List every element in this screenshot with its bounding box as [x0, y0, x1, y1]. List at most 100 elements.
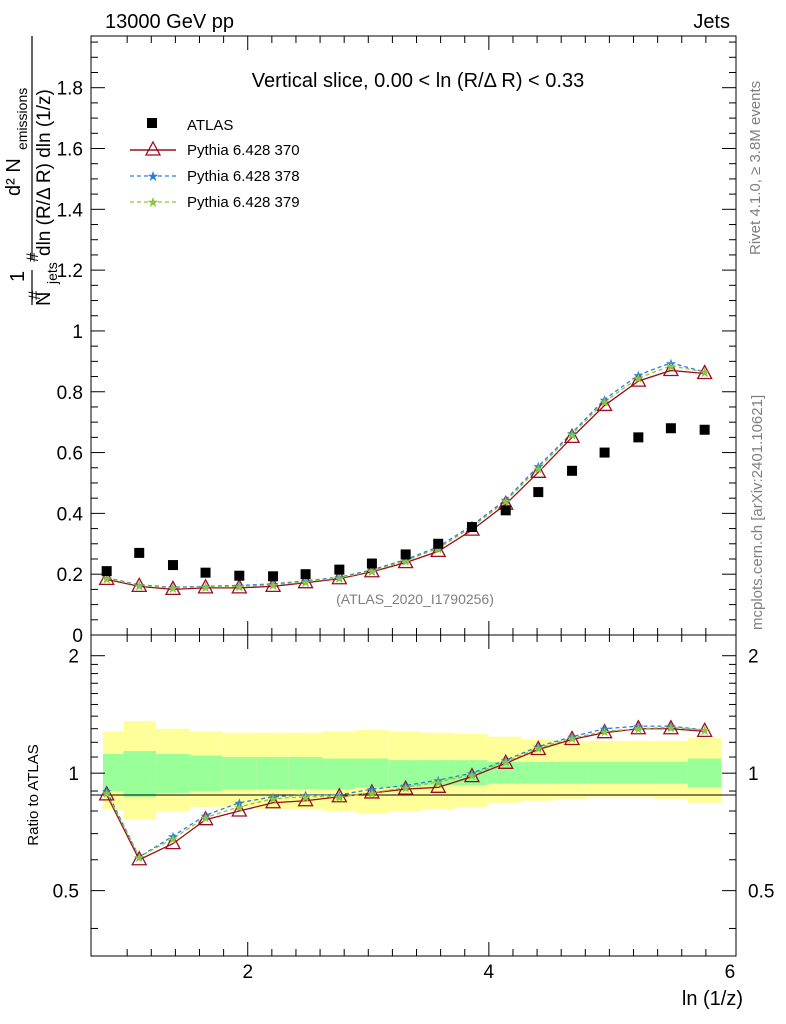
- legend-label-378: Pythia 6.428 378: [187, 168, 300, 185]
- main-point-star-green: ★: [599, 394, 611, 409]
- main-point-star-green: ★: [366, 564, 378, 579]
- main-point-triangle: [563, 427, 581, 444]
- main-series-line-star-green: [106, 365, 705, 589]
- main-point-atlas: [500, 505, 511, 516]
- ratio-point-star-blue: ★: [633, 719, 645, 734]
- ratio-point-star-blue: ★: [665, 719, 677, 734]
- ratio-point-star-blue: ★: [699, 723, 711, 738]
- main-point-star-blue: ★: [532, 459, 544, 474]
- ylabel-hash-1: #: [25, 290, 44, 300]
- main-point-triangle: [231, 578, 248, 594]
- main-point-star-green: ★: [432, 541, 444, 556]
- main-point-triangle: [98, 569, 115, 586]
- main-plot-panel: ★★★★★★★★★★★★★★★★★★★★★★★★★★★★★★★★★★★★★★ 0…: [3, 35, 737, 647]
- xtick-label: 6: [725, 962, 736, 983]
- ratio-point-star-green: ★: [466, 768, 478, 783]
- ylabel-numerator: d² N: [3, 158, 25, 196]
- main-point-triangle: [596, 396, 613, 412]
- legend-marker-370: [144, 140, 162, 156]
- ratio-point-triangle: [696, 721, 713, 737]
- main-point-star-blue: ★: [267, 577, 279, 592]
- ratio-ytick-label-right: 2: [748, 647, 759, 668]
- ratio-point-star-blue: ★: [101, 784, 113, 799]
- ratio-point-star-green: ★: [665, 720, 677, 735]
- main-point-triangle: [530, 462, 547, 478]
- ratio-point-triangle: [662, 719, 679, 735]
- ratio-point-triangle: [98, 785, 115, 801]
- ratio-point-triangle: [430, 777, 447, 793]
- ratio-y-axis-label: Ratio to ATLAS: [25, 744, 42, 845]
- ratio-ytick-label-left: 1: [68, 764, 79, 785]
- main-point-atlas: [167, 560, 178, 571]
- legend-marker-378: ★: [147, 168, 160, 184]
- main-point-star-blue: ★: [599, 392, 611, 407]
- main-ytick-label: 0.6: [57, 444, 83, 465]
- ratio-point-star-blue: ★: [532, 740, 544, 755]
- main-point-star-green: ★: [233, 579, 245, 594]
- main-point-star-blue: ★: [101, 571, 113, 586]
- main-point-star-blue: ★: [633, 368, 645, 383]
- ratio-point-star-green: ★: [599, 724, 611, 739]
- ratio-point-triangle: [397, 779, 414, 795]
- ratio-point-triangle: [563, 730, 581, 746]
- header-left: 13000 GeV pp: [105, 11, 234, 33]
- main-point-atlas: [466, 522, 477, 533]
- ratio-point-triangle: [331, 787, 348, 803]
- main-point-star-blue: ★: [400, 553, 412, 568]
- ratio-series-line-triangle: [106, 728, 705, 861]
- main-ytick-label: 0.2: [57, 565, 83, 586]
- main-point-star-green: ★: [200, 580, 212, 595]
- ratio-point-star-green: ★: [500, 755, 512, 770]
- ylabel-numerator-sub: emissions: [14, 88, 30, 150]
- ratio-point-star-green: ★: [699, 723, 711, 738]
- mcplots-label: mcplots.cern.ch [arXiv:2401.10621]: [749, 395, 766, 630]
- ratio-plot-frame: [90, 634, 737, 957]
- ratio-point-star-blue: ★: [300, 788, 312, 803]
- header-right: Jets: [693, 11, 730, 33]
- ratio-point-star-blue: ★: [599, 722, 611, 737]
- ratio-plot-panel: ★★★★★ ★ ★ ★ ★ ★ ★ ★★★★★ ★ ★ ★★★★★★★ ★ ★ ★ ★ ★ ★★★★ ★ ★ ★ ★ 0…: [25, 634, 774, 1010]
- ratio-point-triangle: [596, 723, 613, 739]
- ratio-point-star-green: ★: [300, 790, 312, 805]
- main-point-triangle: [164, 580, 182, 596]
- ratio-point-star-blue: ★: [133, 850, 145, 865]
- ratio-point-star-green: ★: [400, 780, 412, 795]
- ratio-point-star-blue: ★: [400, 778, 412, 793]
- main-point-star-blue: ★: [300, 574, 312, 589]
- main-point-atlas: [101, 566, 112, 577]
- ratio-point-triangle: [297, 791, 314, 807]
- main-ytick-label: 1.6: [57, 140, 83, 161]
- main-point-atlas: [599, 447, 610, 458]
- main-point-star-blue: ★: [200, 579, 212, 594]
- ratio-band-stat: [654, 761, 688, 784]
- ratio-band-stat: [189, 755, 223, 792]
- main-ytick-label: 1: [72, 322, 83, 343]
- ratio-point-star-blue: ★: [366, 782, 378, 797]
- ylabel-njets: N: [33, 292, 55, 306]
- main-point-star-green: ★: [633, 371, 645, 386]
- ratio-point-star-blue: ★: [233, 796, 245, 811]
- ratio-band-stat: [521, 761, 554, 784]
- main-point-star-green: ★: [167, 581, 179, 596]
- main-point-atlas: [334, 564, 345, 575]
- ratio-ytick-label-left: 0.5: [53, 882, 79, 903]
- main-point-triangle: [264, 576, 282, 592]
- ratio-point-star-green: ★: [334, 790, 346, 805]
- ratio-ytick-label-right: 0.5: [748, 882, 774, 903]
- ratio-point-star-green: ★: [432, 775, 444, 790]
- ratio-band-stat: [322, 758, 356, 790]
- main-point-triangle: [397, 553, 414, 569]
- main-point-atlas: [400, 549, 411, 560]
- ratio-point-star-blue: ★: [267, 790, 279, 805]
- ratio-band-stat: [103, 753, 124, 792]
- ratio-band-stat: [621, 761, 655, 784]
- rivet-label: Rivet 4.1.0, ≥ 3.8M events: [747, 81, 764, 255]
- xtick-label: 4: [484, 962, 495, 983]
- main-ytick-label: 0.8: [57, 383, 83, 404]
- main-ytick-label: 0.4: [57, 504, 84, 525]
- ylabel-njets-sub: jets: [44, 262, 60, 285]
- legend-marker-atlas: [147, 118, 157, 128]
- ratio-point-star-green: ★: [167, 832, 179, 847]
- legend-label-379: Pythia 6.428 379: [187, 194, 300, 211]
- main-point-star-blue: ★: [699, 365, 711, 380]
